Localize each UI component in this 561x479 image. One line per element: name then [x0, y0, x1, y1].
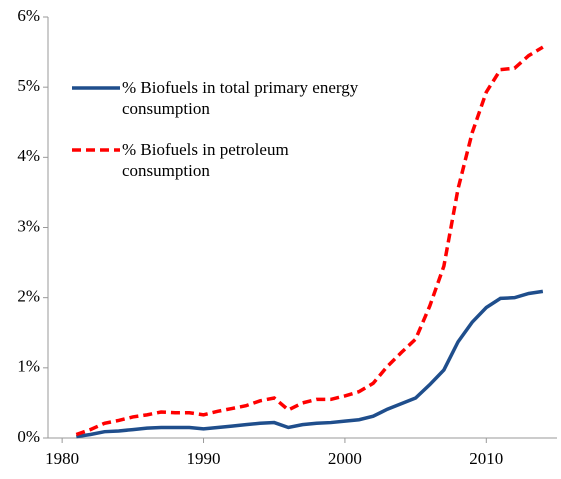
x-tick-label: 1990: [187, 449, 221, 468]
y-tick-label: 3%: [17, 216, 40, 235]
x-tick-label: 1980: [45, 449, 79, 468]
x-tick-label: 2000: [328, 449, 362, 468]
y-tick-label: 5%: [17, 76, 40, 95]
y-tick-label: 0%: [17, 427, 40, 446]
series-line: [76, 289, 544, 439]
y-tick-label: 4%: [17, 146, 40, 165]
y-tick-label: 6%: [17, 6, 40, 25]
y-tick-label: 2%: [17, 287, 40, 306]
legend-label: % Biofuels in total primary energy consu…: [122, 78, 359, 118]
series-line: [75, 45, 544, 437]
legend-label: % Biofuels in petroleum consumption: [122, 140, 289, 180]
y-tick-label: 1%: [17, 357, 40, 376]
x-tick-label: 2010: [469, 449, 503, 468]
